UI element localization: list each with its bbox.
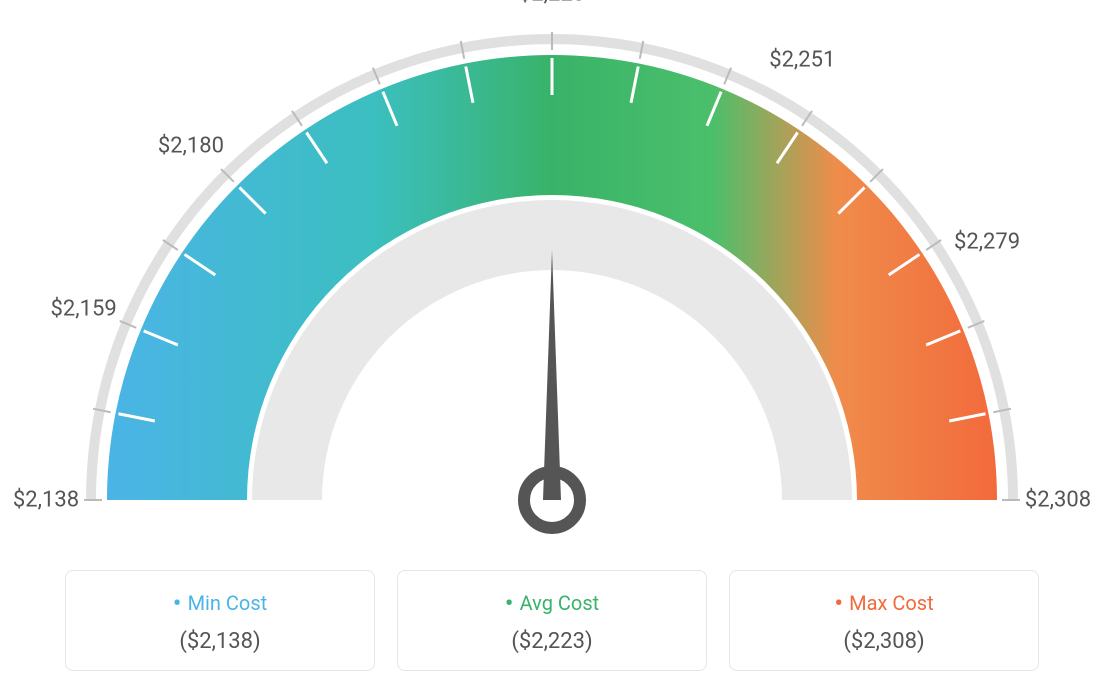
gauge-tick-label: $2,180 [158,133,224,158]
gauge-tick-label: $2,308 [1025,488,1091,513]
gauge-chart: $2,138 $2,159 $2,180 $2,223 $2,251 $2,279 $2,3… [0,0,1104,560]
legend-row: •Min Cost ($2,138) •Avg Cost ($2,223) •M… [0,570,1104,671]
gauge-tick-label: $2,138 [13,488,79,513]
legend-card-max: •Max Cost ($2,308) [729,570,1039,671]
legend-card-min: •Min Cost ($2,138) [65,570,375,671]
gauge-tick-label: $2,223 [519,0,585,7]
gauge-svg [0,0,1104,560]
legend-card-avg: •Avg Cost ($2,223) [397,570,707,671]
legend-title-max: •Max Cost [740,589,1028,619]
legend-label-max: Max Cost [849,591,934,615]
gauge-tick-label: $2,251 [769,48,835,73]
gauge-tick-label: $2,159 [51,296,117,321]
dot-icon: • [505,589,514,619]
legend-label-avg: Avg Cost [520,591,600,615]
legend-value-min: ($2,138) [76,629,364,654]
legend-value-avg: ($2,223) [408,629,696,654]
dot-icon: • [173,589,182,619]
legend-title-min: •Min Cost [76,589,364,619]
legend-value-max: ($2,308) [740,629,1028,654]
dot-icon: • [834,589,843,619]
legend-label-min: Min Cost [188,591,268,615]
gauge-tick-label: $2,279 [954,229,1020,254]
legend-title-avg: •Avg Cost [408,589,696,619]
